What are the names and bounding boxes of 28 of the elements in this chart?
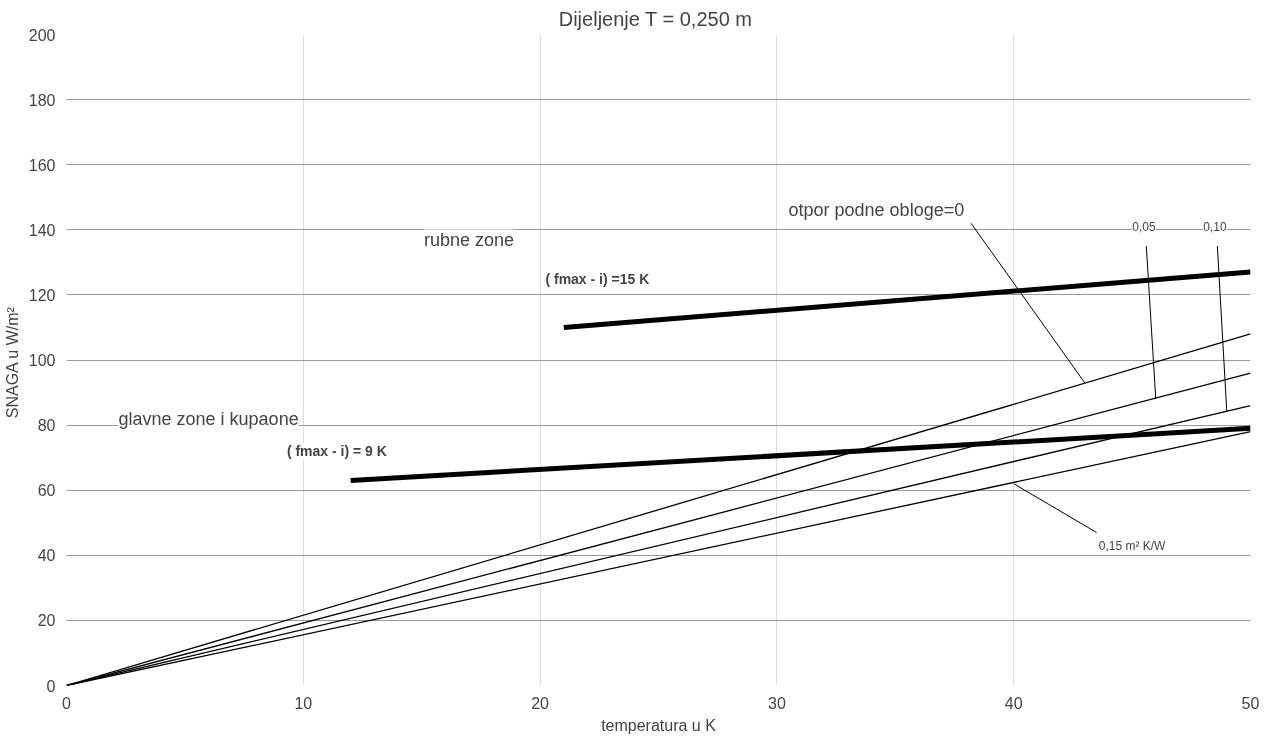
x-tick-label: 50: [1241, 694, 1260, 712]
x-axis-title: temperatura u K: [601, 716, 717, 734]
y-tick-label: 160: [28, 156, 56, 174]
x-tick-label: 40: [1004, 694, 1023, 712]
y-tick-label: 120: [28, 286, 56, 304]
annotation: 0,10: [1203, 220, 1227, 235]
chart-title: Dijeljenje T = 0,250 m: [558, 7, 752, 30]
annotation: otpor podne obloge=0: [788, 200, 965, 221]
y-axis-title: SNAGA u W/m²: [3, 306, 21, 419]
y-tick-label: 80: [37, 417, 56, 435]
annotation: 0,15 m² K/W: [1098, 538, 1167, 553]
annotation: glavne zone i kupaone: [118, 408, 299, 429]
annotation: ( fmax - i) = 9 K: [286, 443, 387, 460]
x-tick-label: 10: [294, 694, 313, 712]
annotation: 0,05: [1132, 220, 1156, 235]
y-tick-label: 100: [28, 352, 56, 369]
y-tick-label: 180: [28, 91, 56, 109]
y-tick-label: 200: [28, 26, 56, 44]
y-tick-label: 20: [37, 612, 56, 630]
annotation: rubne zone: [424, 229, 515, 250]
y-tick-label: 140: [28, 221, 56, 239]
annotation: ( fmax - i) =15 K: [545, 270, 650, 287]
y-tick-label: 40: [37, 547, 56, 565]
x-tick-label: 0: [62, 694, 72, 712]
x-tick-label: 20: [531, 694, 550, 712]
x-tick-label: 30: [768, 694, 786, 712]
y-tick-label: 60: [37, 482, 56, 500]
y-tick-label: 0: [46, 677, 56, 695]
